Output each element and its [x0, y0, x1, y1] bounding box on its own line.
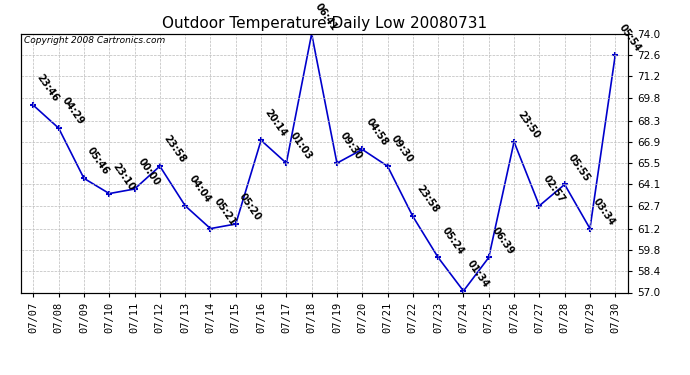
Text: 05:20: 05:20: [237, 192, 263, 223]
Text: Copyright 2008 Cartronics.com: Copyright 2008 Cartronics.com: [23, 36, 165, 45]
Text: 05:46: 05:46: [86, 146, 111, 177]
Text: 23:10: 23:10: [110, 161, 137, 192]
Text: 23:46: 23:46: [34, 73, 61, 104]
Text: 23:50: 23:50: [515, 109, 542, 140]
Text: 01:03: 01:03: [288, 130, 314, 162]
Text: 04:29: 04:29: [60, 96, 86, 127]
Text: 06:39: 06:39: [490, 225, 516, 256]
Text: 09:30: 09:30: [338, 130, 364, 162]
Text: 03:34: 03:34: [591, 196, 618, 227]
Text: 02:57: 02:57: [541, 173, 566, 204]
Text: 23:58: 23:58: [414, 184, 440, 215]
Text: 05:21: 05:21: [212, 196, 238, 227]
Text: 04:58: 04:58: [364, 117, 390, 148]
Title: Outdoor Temperature Daily Low 20080731: Outdoor Temperature Daily Low 20080731: [161, 16, 487, 31]
Text: 01:34: 01:34: [465, 258, 491, 290]
Text: 05:24: 05:24: [440, 225, 466, 256]
Text: 23:58: 23:58: [161, 134, 187, 165]
Text: 09:30: 09:30: [389, 134, 415, 165]
Text: 06:41: 06:41: [313, 1, 339, 32]
Text: 05:54: 05:54: [617, 22, 642, 54]
Text: 05:55: 05:55: [566, 152, 592, 183]
Text: 20:14: 20:14: [262, 108, 288, 139]
Text: 04:04: 04:04: [186, 173, 213, 204]
Text: 00:00: 00:00: [136, 156, 162, 188]
